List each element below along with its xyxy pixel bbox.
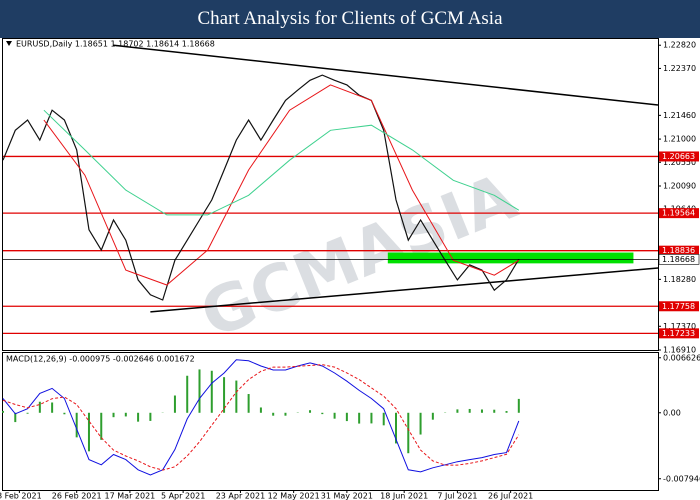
- histogram-bar: [321, 412, 324, 415]
- last-price-label: 1.18668: [662, 255, 695, 264]
- histogram-bar: [100, 412, 103, 440]
- histogram-bar: [2, 410, 4, 413]
- histogram-bar: [87, 412, 90, 452]
- y-tick-label: 0.006626: [663, 353, 700, 362]
- histogram-bar: [259, 407, 262, 413]
- y-tick-label: 1.16910: [663, 346, 696, 355]
- y-tick-label: 1.18280: [663, 275, 696, 284]
- zone: [387, 252, 634, 264]
- x-tick-label: 17 Mar 2021: [105, 492, 156, 500]
- histogram-bar: [517, 398, 520, 413]
- histogram-bar: [309, 410, 312, 413]
- histogram-bar: [223, 377, 226, 413]
- series-line: [2, 359, 520, 476]
- y-tick-label: 1.20090: [663, 182, 696, 191]
- histogram-bar: [370, 412, 373, 424]
- histogram-bar: [505, 411, 508, 413]
- histogram-bar: [247, 394, 250, 413]
- histogram-bar: [26, 412, 29, 414]
- x-tick-label: 8 Feb 2021: [0, 492, 42, 500]
- histogram-bar: [456, 409, 459, 413]
- histogram-bar: [493, 409, 496, 413]
- level-label: 1.17758: [662, 302, 695, 311]
- histogram-bar: [395, 412, 397, 444]
- price-header: EURUSD,Daily 1.18651 1.18702 1.18614 1.1…: [16, 40, 215, 49]
- histogram-bar: [75, 412, 78, 438]
- histogram-bar: [284, 412, 287, 416]
- series-line: [2, 364, 520, 471]
- x-tick-label: 26 Jul 2021: [488, 492, 533, 500]
- histogram-bar: [345, 412, 348, 422]
- title: Chart Analysis for Clients of GCM Asia: [0, 0, 700, 38]
- series-line: [43, 109, 520, 216]
- level-label: 1.19564: [662, 209, 695, 218]
- histogram-bar: [382, 412, 385, 426]
- histogram-bar: [431, 412, 434, 420]
- last-price-box: [658, 254, 700, 265]
- x-tick-label: 18 Jun 2021: [380, 492, 428, 500]
- level-box: [659, 151, 699, 162]
- histogram-bar: [137, 412, 140, 422]
- histogram-bar: [419, 412, 422, 435]
- histogram-bar: [149, 412, 152, 421]
- y-tick-label: 1.17370: [663, 322, 696, 331]
- y-tick-label: 1.21000: [663, 135, 696, 144]
- histogram-bar: [186, 375, 189, 413]
- level-box: [659, 245, 699, 256]
- histogram-bar: [468, 408, 471, 413]
- y-tick-label: 1.22820: [663, 41, 696, 50]
- histogram-bar: [480, 409, 483, 413]
- histogram-bar: [112, 412, 115, 418]
- histogram-bar: [358, 412, 361, 424]
- series-line: [2, 74, 520, 301]
- histogram-bar: [407, 412, 410, 454]
- level-label: 1.17233: [662, 329, 695, 338]
- x-tick-label: 26 Feb 2021: [52, 492, 102, 500]
- x-tick-label: 7 Jul 2021: [437, 492, 477, 500]
- level-box: [659, 328, 699, 339]
- histogram-bar: [63, 412, 66, 415]
- level-label: 1.20663: [662, 152, 695, 161]
- trendline: [113, 44, 659, 106]
- y-tick-label: 1.20550: [663, 158, 696, 167]
- header-icon: [6, 41, 12, 46]
- macd-pane: [2, 352, 659, 491]
- x-tick-label: 12 May 2021: [268, 492, 320, 500]
- macd-header: MACD(12,26,9) -0.000975 -0.002646 0.0016…: [6, 355, 195, 364]
- x-tick-label: 5 Apr 2021: [161, 492, 205, 500]
- histogram-bar: [51, 402, 54, 413]
- histogram-bar: [38, 401, 41, 413]
- x-tick-label: 31 May 2021: [321, 492, 373, 500]
- y-tick-label: -0.007946: [663, 474, 700, 483]
- histogram-bar: [173, 395, 176, 413]
- y-tick-label: 1.21460: [663, 111, 696, 120]
- histogram-bar: [124, 412, 127, 417]
- price-pane: [2, 38, 659, 351]
- x-tick-label: 23 Apr 2021: [216, 492, 265, 500]
- histogram-bar: [333, 412, 336, 419]
- level-box: [659, 208, 699, 219]
- y-tick-label: 1.22370: [663, 64, 696, 73]
- histogram-bar: [198, 369, 201, 413]
- histogram-bar: [235, 380, 238, 413]
- histogram-bar: [210, 370, 213, 413]
- level-label: 1.18836: [662, 246, 695, 255]
- histogram-bar: [14, 412, 17, 423]
- histogram-bar: [272, 412, 275, 416]
- series-line: [43, 84, 520, 286]
- level-box: [659, 301, 699, 312]
- y-tick-label: 0.00: [663, 408, 681, 417]
- trendline: [150, 267, 659, 313]
